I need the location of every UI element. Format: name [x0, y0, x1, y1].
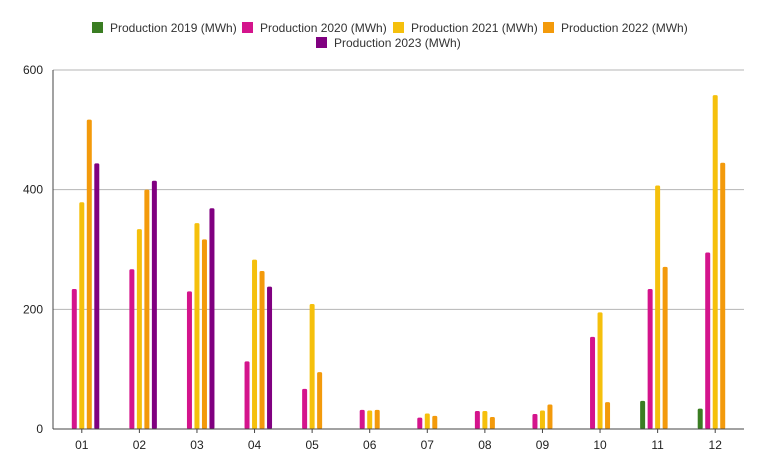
y-tick-label-600: 600 [23, 63, 43, 77]
bar-01-series-5 [94, 163, 100, 429]
x-tick-label-06: 06 [363, 438, 377, 452]
bar-10-series-2 [590, 336, 596, 429]
x-tick-label-12: 12 [709, 438, 723, 452]
legend-swatch-2 [242, 22, 253, 33]
bar-11-series-4 [662, 266, 668, 429]
bar-03-series-2 [186, 291, 192, 429]
bar-07-series-2 [417, 417, 423, 429]
x-tick-label-03: 03 [190, 438, 204, 452]
bar-06-series-4 [374, 409, 380, 429]
bar-10-series-3 [597, 312, 603, 429]
bar-03-series-4 [201, 239, 207, 429]
bar-11-series-2 [647, 288, 653, 429]
legend-swatch-4 [543, 22, 554, 33]
bar-04-series-3 [252, 259, 258, 429]
chart-grid [53, 69, 744, 310]
bar-11-series-1 [640, 400, 646, 429]
x-tick-label-11: 11 [651, 438, 664, 452]
x-tick-label-10: 10 [593, 438, 607, 452]
x-tick-label-09: 09 [536, 438, 550, 452]
bar-08-series-2 [474, 411, 480, 429]
x-tick-label-02: 02 [133, 438, 147, 452]
bar-02-series-5 [151, 180, 157, 429]
legend-label-1: Production 2019 (MWh) [110, 21, 237, 35]
bar-12-series-2 [705, 252, 711, 429]
chart-tick-labels: 0 200 400 600 01 02 03 04 05 06 07 08 09 10 11 12 [23, 63, 722, 452]
legend-swatch-3 [393, 22, 404, 33]
bar-11-series-3 [655, 185, 661, 429]
bar-05-series-2 [302, 388, 308, 429]
x-tick-label-07: 07 [421, 438, 435, 452]
chart-axes [52, 70, 744, 433]
x-tick-label-01: 01 [75, 438, 89, 452]
bar-12-series-1 [697, 408, 703, 429]
legend-label-2: Production 2020 (MWh) [260, 21, 387, 35]
x-tick-label-08: 08 [478, 438, 492, 452]
bar-09-series-3 [539, 410, 545, 429]
bar-12-series-4 [720, 162, 726, 429]
bar-07-series-3 [424, 413, 430, 429]
bar-07-series-4 [432, 415, 438, 429]
bar-03-series-5 [209, 208, 215, 429]
bar-01-series-4 [86, 119, 92, 429]
bar-06-series-2 [359, 409, 365, 429]
bar-04-series-5 [267, 286, 273, 429]
x-tick-label-05: 05 [305, 438, 319, 452]
bar-09-series-4 [547, 404, 553, 429]
bar-02-series-4 [144, 189, 150, 429]
bar-04-series-4 [259, 271, 265, 429]
bar-12-series-3 [712, 95, 718, 429]
legend-label-5: Production 2023 (MWh) [334, 36, 461, 50]
bar-05-series-3 [309, 303, 315, 429]
legend-label-4: Production 2022 (MWh) [561, 21, 688, 35]
bar-06-series-3 [367, 410, 373, 429]
bar-08-series-3 [482, 411, 488, 429]
bar-09-series-2 [532, 414, 538, 429]
chart-legend: Production 2019 (MWh) Production 2020 (MW… [92, 21, 688, 50]
bar-10-series-4 [605, 402, 611, 429]
bar-02-series-2 [129, 269, 135, 429]
y-tick-label-0: 0 [36, 422, 43, 436]
legend-label-3: Production 2021 (MWh) [411, 21, 538, 35]
bar-05-series-4 [317, 372, 323, 429]
bar-01-series-2 [71, 288, 77, 429]
bar-08-series-4 [489, 417, 495, 429]
legend-swatch-1 [92, 22, 103, 33]
bar-04-series-2 [244, 361, 250, 429]
y-tick-label-200: 200 [23, 302, 43, 316]
chart-bars [71, 95, 726, 429]
bar-02-series-3 [136, 229, 142, 429]
x-tick-label-04: 04 [248, 438, 262, 452]
legend-swatch-5 [316, 37, 327, 48]
bar-01-series-3 [79, 202, 85, 429]
y-tick-label-400: 400 [23, 183, 43, 197]
bar-03-series-3 [194, 223, 200, 429]
